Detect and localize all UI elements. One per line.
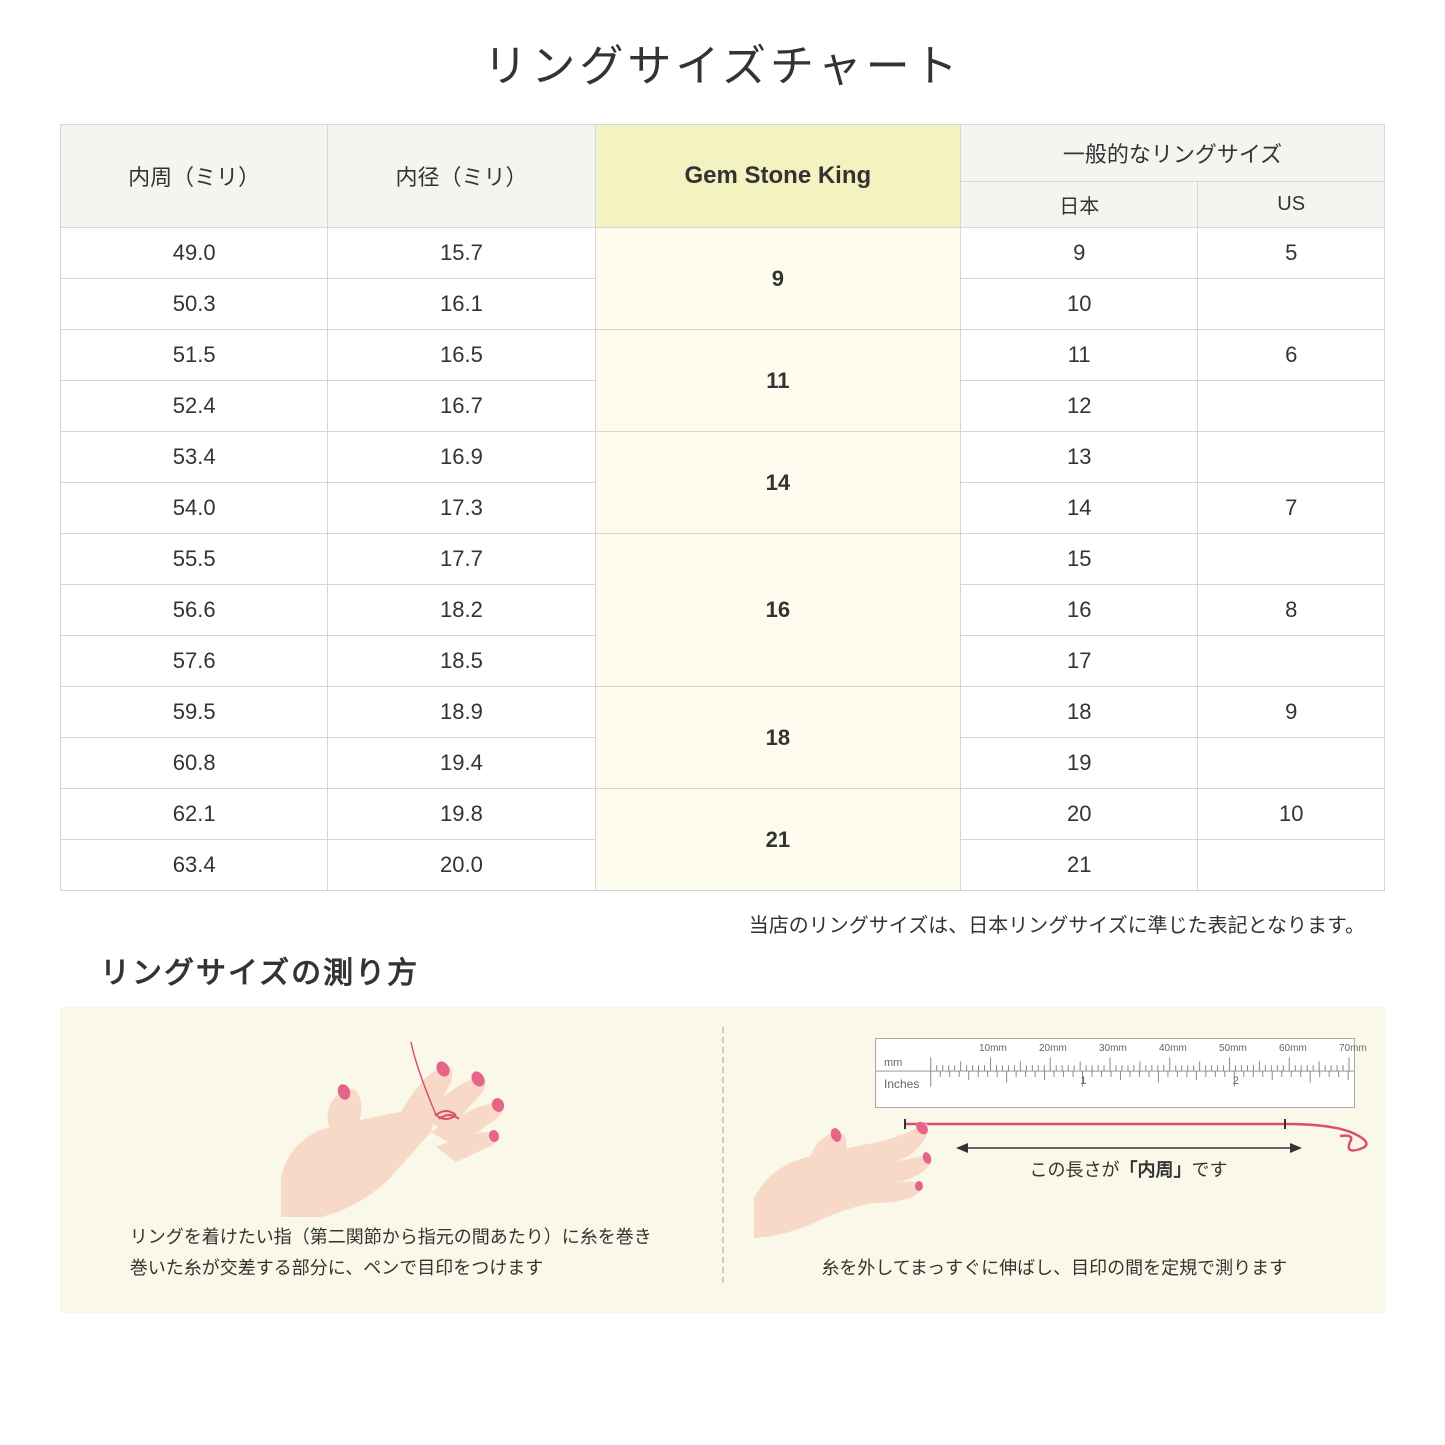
cell-gsk: 16 [595, 534, 960, 687]
header-gsk: Gem Stone King [595, 125, 960, 228]
ruler-tick-label: 40mm [1159, 1043, 1187, 1054]
cell-jp: 17 [961, 636, 1198, 687]
ruler-tick-label: 10mm [979, 1043, 1007, 1054]
ruler-tick-label: 70mm [1339, 1043, 1367, 1054]
ruler-tick-label: 50mm [1219, 1043, 1247, 1054]
cell-dia: 18.2 [328, 585, 595, 636]
cell-us [1198, 279, 1385, 330]
cell-jp: 19 [961, 738, 1198, 789]
ruler-tick-label-in: 1 [1080, 1075, 1086, 1087]
cell-circ: 49.0 [61, 228, 328, 279]
cell-dia: 16.9 [328, 432, 595, 483]
cell-circ: 52.4 [61, 381, 328, 432]
cell-gsk: 21 [595, 789, 960, 891]
cell-jp: 18 [961, 687, 1198, 738]
cell-jp: 11 [961, 330, 1198, 381]
cell-circ: 53.4 [61, 432, 328, 483]
table-note: 当店のリングサイズは、日本リングサイズに準じた表記となります。 [60, 909, 1385, 938]
header-inner-dia: 内径（ミリ） [328, 125, 595, 228]
table-row: 49.015.7995 [61, 228, 1385, 279]
size-chart-table: 内周（ミリ） 内径（ミリ） Gem Stone King 一般的なリングサイズ … [60, 124, 1385, 891]
cell-us: 10 [1198, 789, 1385, 840]
instructions-panel: リングを着けたい指（第二関節から指元の間あたり）に糸を巻き 巻いた糸が交差する部… [60, 1007, 1385, 1313]
cell-jp: 21 [961, 840, 1198, 891]
cell-dia: 18.9 [328, 687, 595, 738]
cell-us: 6 [1198, 330, 1385, 381]
cell-dia: 18.5 [328, 636, 595, 687]
cell-us [1198, 432, 1385, 483]
ruler-tick-label-in: 2 [1233, 1075, 1239, 1087]
cell-us [1198, 381, 1385, 432]
cell-jp: 10 [961, 279, 1198, 330]
cell-circ: 54.0 [61, 483, 328, 534]
cell-gsk: 18 [595, 687, 960, 789]
table-row: 59.518.918189 [61, 687, 1385, 738]
arrow-label: この長さが「内周」です [954, 1156, 1304, 1182]
cell-us [1198, 738, 1385, 789]
cell-circ: 55.5 [61, 534, 328, 585]
panel-divider [722, 1027, 724, 1283]
cell-jp: 12 [961, 381, 1198, 432]
cell-circ: 63.4 [61, 840, 328, 891]
cell-us: 8 [1198, 585, 1385, 636]
instruction-step-1: リングを着けたい指（第二関節から指元の間あたり）に糸を巻き 巻いた糸が交差する部… [90, 1027, 692, 1283]
table-row: 62.119.8212010 [61, 789, 1385, 840]
cell-circ: 60.8 [61, 738, 328, 789]
cell-dia: 17.3 [328, 483, 595, 534]
cell-circ: 62.1 [61, 789, 328, 840]
cell-circ: 50.3 [61, 279, 328, 330]
ruler-tick-label: 20mm [1039, 1043, 1067, 1054]
cell-circ: 51.5 [61, 330, 328, 381]
table-row: 55.517.71615 [61, 534, 1385, 585]
cell-dia: 16.7 [328, 381, 595, 432]
cell-jp: 16 [961, 585, 1198, 636]
cell-dia: 17.7 [328, 534, 595, 585]
cell-gsk: 9 [595, 228, 960, 330]
cell-dia: 16.5 [328, 330, 595, 381]
cell-dia: 19.4 [328, 738, 595, 789]
cell-us [1198, 840, 1385, 891]
cell-dia: 15.7 [328, 228, 595, 279]
instruction-step-2: mm Inches 10mm20mm30mm40mm50mm60mm70mm 1… [754, 1027, 1356, 1283]
cell-jp: 14 [961, 483, 1198, 534]
cell-us: 5 [1198, 228, 1385, 279]
header-jp: 日本 [961, 182, 1198, 228]
cell-us [1198, 636, 1385, 687]
cell-gsk: 11 [595, 330, 960, 432]
instruction-1-text: リングを着けたい指（第二関節から指元の間あたり）に糸を巻き 巻いた糸が交差する部… [130, 1222, 652, 1283]
ruler-tick-label: 30mm [1099, 1043, 1127, 1054]
cell-circ: 57.6 [61, 636, 328, 687]
cell-gsk: 14 [595, 432, 960, 534]
table-row: 51.516.511116 [61, 330, 1385, 381]
instruction-2-text: 糸を外してまっすぐに伸ばし、目印の間を定規で測ります [821, 1253, 1287, 1284]
cell-circ: 56.6 [61, 585, 328, 636]
table-row: 53.416.91413 [61, 432, 1385, 483]
header-us: US [1198, 182, 1385, 228]
header-inner-circ: 内周（ミリ） [61, 125, 328, 228]
cell-dia: 20.0 [328, 840, 595, 891]
page-title: リングサイズチャート [60, 30, 1385, 94]
cell-dia: 16.1 [328, 279, 595, 330]
cell-circ: 59.5 [61, 687, 328, 738]
hand-illustration-2 [754, 1088, 954, 1238]
cell-us: 7 [1198, 483, 1385, 534]
hand-illustration-1 [271, 1037, 531, 1217]
cell-jp: 9 [961, 228, 1198, 279]
ruler-tick-label: 60mm [1279, 1043, 1307, 1054]
cell-jp: 15 [961, 534, 1198, 585]
cell-us: 9 [1198, 687, 1385, 738]
cell-dia: 19.8 [328, 789, 595, 840]
cell-jp: 13 [961, 432, 1198, 483]
cell-us [1198, 534, 1385, 585]
measure-title: リングサイズの測り方 [100, 948, 1385, 992]
header-common: 一般的なリングサイズ [961, 125, 1385, 182]
ruler-mm-label: mm [884, 1057, 902, 1069]
cell-jp: 20 [961, 789, 1198, 840]
